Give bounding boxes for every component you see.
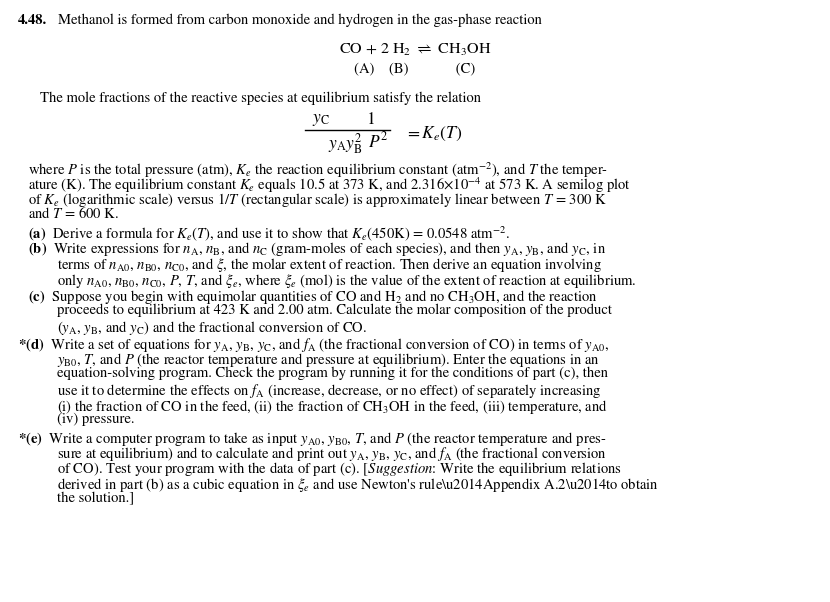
Text: Methanol is formed from carbon monoxide and hydrogen in the gas-phase reaction: Methanol is formed from carbon monoxide …	[58, 14, 542, 28]
Text: use it to determine the effects on $f_{\rm A}$ (increase, decrease, or no effect: use it to determine the effects on $f_{\…	[57, 382, 602, 400]
Text: only $n_{\rm A0}$, $n_{\rm B0}$, $n_{\rm C0}$, $P$, $T$, and $\xi_e$, where $\xi: only $n_{\rm A0}$, $n_{\rm B0}$, $n_{\rm…	[57, 272, 637, 290]
Text: $y_{\rm B0}$, $T$, and $P$ (the reactor temperature and pressure at equilibrium): $y_{\rm B0}$, $T$, and $P$ (the reactor …	[57, 351, 600, 369]
Text: The mole fractions of the reactive species at equilibrium satisfy the relation: The mole fractions of the reactive speci…	[40, 92, 481, 105]
Text: sure at equilibrium) and to calculate and print out $y_{\rm A}$, $y_{\rm B}$, $y: sure at equilibrium) and to calculate an…	[57, 445, 607, 463]
Text: $y_{\rm C}$: $y_{\rm C}$	[312, 112, 330, 128]
Text: $\bf{(c)}$  Suppose you begin with equimolar quantities of CO and H$_2$ and no C: $\bf{(c)}$ Suppose you begin with equimo…	[28, 288, 598, 306]
Text: derived in part (b) as a cubic equation in $\xi_e$ and use Newton's rule\u2014Ap: derived in part (b) as a cubic equation …	[57, 476, 659, 494]
Text: $P^2$: $P^2$	[368, 131, 388, 151]
Text: (iv) pressure.: (iv) pressure.	[57, 413, 134, 426]
Text: of $K_e$ (logarithmic scale) versus 1/$T$ (rectangular scale) is approximately l: of $K_e$ (logarithmic scale) versus 1/$T…	[28, 191, 607, 209]
Text: $y_{\rm A} y_{\rm B}^2$: $y_{\rm A} y_{\rm B}^2$	[328, 131, 362, 156]
Text: equation-solving program. Check the program by running it for the conditions of : equation-solving program. Check the prog…	[57, 367, 608, 380]
Text: ($y_{\rm A}$, $y_{\rm B}$, and $y_{\rm C}$) and the fractional conversion of CO.: ($y_{\rm A}$, $y_{\rm B}$, and $y_{\rm C…	[57, 319, 367, 337]
Text: of CO). Test your program with the data of part (c). [$\mathit{Suggestion}$: Wri: of CO). Test your program with the data …	[57, 461, 622, 479]
Text: and $T$ = 600 K.: and $T$ = 600 K.	[28, 206, 119, 222]
Text: (i) the fraction of CO in the feed, (ii) the fraction of CH$_3$OH in the feed, (: (i) the fraction of CO in the feed, (ii)…	[57, 397, 608, 415]
Text: $\bf{*(d)}$  Write a set of equations for $y_{\rm A}$, $y_{\rm B}$, $y_{\rm C}$,: $\bf{*(d)}$ Write a set of equations for…	[18, 335, 609, 353]
Text: $\bf{*(e)}$  Write a computer program to take as input $y_{\rm A0}$, $y_{\rm B0}: $\bf{*(e)}$ Write a computer program to …	[18, 429, 607, 447]
Text: $1$: $1$	[365, 112, 374, 128]
Text: $\bf{(b)}$  Write expressions for $n_{\rm A}$, $n_{\rm B}$, and $n_{\rm C}$ (gra: $\bf{(b)}$ Write expressions for $n_{\rm…	[28, 241, 606, 258]
Text: ature (K). The equilibrium constant $K_e$ equals 10.5 at 373 K, and 2.316$\times: ature (K). The equilibrium constant $K_e…	[28, 176, 631, 195]
Text: the solution.]: the solution.]	[57, 491, 134, 505]
Text: $= K_e(T)$: $= K_e(T)$	[405, 125, 462, 143]
Text: proceeds to equilibrium at 423 K and 2.00 atm. Calculate the molar composition o: proceeds to equilibrium at 423 K and 2.0…	[57, 303, 612, 317]
Text: CO + 2 H$_2$ $\rightleftharpoons$ CH$_3$OH: CO + 2 H$_2$ $\rightleftharpoons$ CH$_3$…	[339, 42, 491, 58]
Text: terms of $n_{\rm A0}$, $n_{\rm B0}$, $n_{\rm C0}$, and $\xi$, the molar extent o: terms of $n_{\rm A0}$, $n_{\rm B0}$, $n_…	[57, 256, 602, 274]
Text: (A)    (B)             (C): (A) (B) (C)	[354, 62, 476, 75]
Text: where $P$ is the total pressure (atm), $K_e$ the reaction equilibrium constant (: where $P$ is the total pressure (atm), $…	[28, 160, 608, 179]
Text: 4.48.: 4.48.	[18, 14, 47, 27]
Text: $\bf{(a)}$  Derive a formula for $K_e(T)$, and use it to show that $K_e$(450K) =: $\bf{(a)}$ Derive a formula for $K_e(T)$…	[28, 224, 510, 243]
